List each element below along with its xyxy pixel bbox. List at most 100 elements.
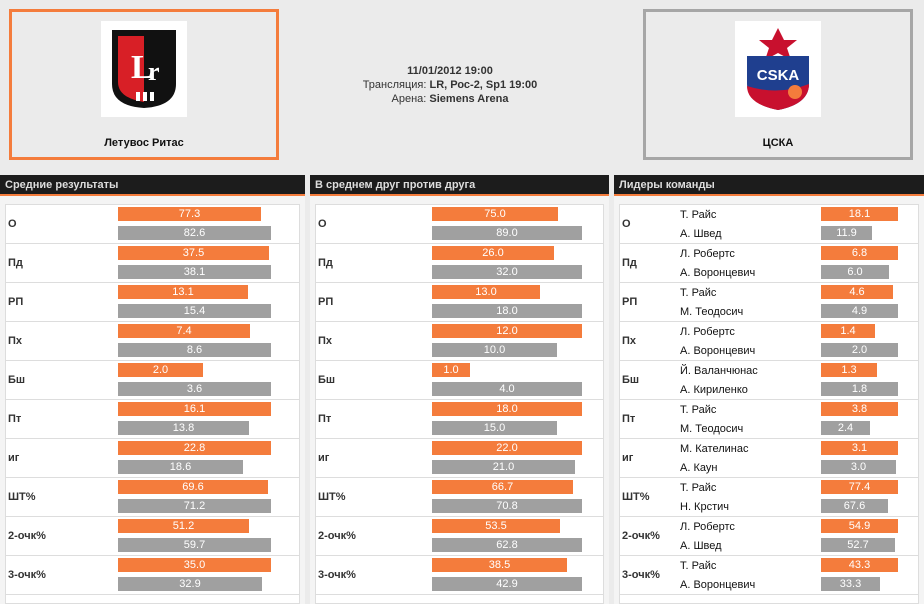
- arena-label: Арена:: [391, 93, 427, 105]
- stat-label: РП: [8, 296, 24, 308]
- stat-row: Бш 2.0 3.6: [6, 361, 299, 400]
- stat-label: 3-очк%: [318, 569, 356, 581]
- home-team-logo[interactable]: L r: [101, 21, 187, 117]
- away-leader-name[interactable]: М. Теодосич: [680, 306, 744, 318]
- stat-label: О: [318, 218, 327, 230]
- stat-row: 3-очк% 38.5 42.9: [316, 556, 603, 595]
- stat-row: Бш 1.0 4.0: [316, 361, 603, 400]
- home-value-bar: 22.8: [118, 441, 271, 455]
- average-results-header: Средние результаты: [0, 175, 305, 196]
- away-leader-bar: 67.6: [821, 499, 888, 513]
- stat-label: иг: [318, 452, 330, 464]
- leader-row: РП Т. Райс М. Теодосич 4.6 4.9: [620, 283, 918, 322]
- broadcast-label: Трансляция:: [362, 79, 427, 91]
- away-leader-name[interactable]: А. Швед: [680, 228, 722, 240]
- home-leader-name[interactable]: Т. Райс: [680, 482, 717, 494]
- stat-label: Пд: [622, 257, 637, 269]
- away-leader-bar: 6.0: [821, 265, 889, 279]
- home-leader-name[interactable]: Т. Райс: [680, 560, 717, 572]
- home-value-bar: 26.0: [432, 246, 554, 260]
- away-value-bar: 21.0: [432, 460, 575, 474]
- match-info: 11/01/2012 19:00 Трансляция: LR, Рос-2, …: [330, 64, 570, 106]
- svg-text:CSKA: CSKA: [757, 67, 800, 84]
- home-leader-name[interactable]: Л. Робертс: [680, 248, 735, 260]
- away-value-bar: 71.2: [118, 499, 271, 513]
- stat-row: иг 22.0 21.0: [316, 439, 603, 478]
- stat-label: 2-очк%: [318, 530, 356, 542]
- home-team-name[interactable]: Летувос Ритас: [104, 137, 184, 149]
- lietuvos-rytas-logo-icon: L r: [112, 30, 176, 108]
- away-leader-name[interactable]: А. Каун: [680, 462, 718, 474]
- home-leader-bar: 77.4: [821, 480, 898, 494]
- stat-label: Пт: [622, 413, 636, 425]
- home-leader-name[interactable]: Т. Райс: [680, 404, 717, 416]
- stat-row: Пх 12.0 10.0: [316, 322, 603, 361]
- home-value-bar: 66.7: [432, 480, 573, 494]
- away-leader-name[interactable]: А. Воронцевич: [680, 267, 756, 279]
- home-value-bar: 69.6: [118, 480, 268, 494]
- stat-label: Бш: [318, 374, 336, 386]
- stat-row: 2-очк% 51.2 59.7: [6, 517, 299, 556]
- home-leader-bar: 54.9: [821, 519, 898, 533]
- away-team-card[interactable]: CSKA ЦСКА: [643, 9, 913, 160]
- home-leader-bar: 4.6: [821, 285, 893, 299]
- leader-row: ШТ% Т. Райс Н. Крстич 77.4 67.6: [620, 478, 918, 517]
- away-leader-bar: 11.9: [821, 226, 872, 240]
- home-leader-name[interactable]: Л. Робертс: [680, 326, 735, 338]
- home-leader-name[interactable]: Т. Райс: [680, 209, 717, 221]
- away-leader-name[interactable]: А. Воронцевич: [680, 345, 756, 357]
- stat-row: 2-очк% 53.5 62.8: [316, 517, 603, 556]
- away-leader-bar: 2.4: [821, 421, 870, 435]
- stat-row: Пд 26.0 32.0: [316, 244, 603, 283]
- home-leader-name[interactable]: М. Кателинас: [680, 443, 749, 455]
- home-leader-bar: 18.1: [821, 207, 898, 221]
- home-value-bar: 22.0: [432, 441, 582, 455]
- stat-label: иг: [8, 452, 20, 464]
- home-leader-name[interactable]: Л. Робертс: [680, 521, 735, 533]
- average-results-panel: Средние результаты О 77.3 82.6 Пд 37.5 38.1 РП…: [0, 175, 305, 604]
- stat-label: ШТ%: [622, 491, 650, 503]
- leader-row: Пд Л. Робертс А. Воронцевич 6.8 6.0: [620, 244, 918, 283]
- home-value-bar: 51.2: [118, 519, 249, 533]
- away-value-bar: 15.0: [432, 421, 557, 435]
- away-leader-name[interactable]: А. Швед: [680, 540, 722, 552]
- svg-text:r: r: [148, 57, 160, 86]
- away-team-name[interactable]: ЦСКА: [762, 137, 794, 149]
- home-value-bar: 16.1: [118, 402, 271, 416]
- home-value-bar: 18.0: [432, 402, 582, 416]
- leader-row: Пт Т. Райс М. Теодосич 3.8 2.4: [620, 400, 918, 439]
- stat-label: Пх: [622, 335, 637, 347]
- away-leader-name[interactable]: Н. Крстич: [680, 501, 729, 513]
- stat-row: 3-очк% 35.0 32.9: [6, 556, 299, 595]
- stat-label: Пх: [318, 335, 333, 347]
- home-value-bar: 12.0: [432, 324, 582, 338]
- home-leader-name[interactable]: Т. Райс: [680, 287, 717, 299]
- away-value-bar: 62.8: [432, 538, 582, 552]
- stat-label: О: [622, 218, 631, 230]
- leader-row: 3-очк% Т. Райс А. Воронцевич 43.3 33.3: [620, 556, 918, 595]
- away-leader-name[interactable]: М. Теодосич: [680, 423, 744, 435]
- away-team-logo[interactable]: CSKA: [735, 21, 821, 117]
- away-leader-name[interactable]: А. Воронцевич: [680, 579, 756, 591]
- team-leaders-body: О Т. Райс А. Швед 18.1 11.9 Пд Л. Робертс А. Во…: [619, 204, 919, 604]
- home-leader-name[interactable]: Й. Валанчюнас: [680, 365, 758, 377]
- stat-label: 2-очк%: [8, 530, 46, 542]
- home-team-card[interactable]: L r Летувос Ритас: [9, 9, 279, 160]
- stat-row: Пх 7.4 8.6: [6, 322, 299, 361]
- stat-row: О 75.0 89.0: [316, 205, 603, 244]
- away-value-bar: 4.0: [432, 382, 582, 396]
- away-value-bar: 32.0: [432, 265, 582, 279]
- away-value-bar: 89.0: [432, 226, 582, 240]
- stat-label: О: [8, 218, 17, 230]
- stat-label: ШТ%: [318, 491, 346, 503]
- team-leaders-panel: Лидеры команды О Т. Райс А. Швед 18.1 11.9 Пд…: [614, 175, 924, 604]
- stat-label: иг: [622, 452, 634, 464]
- home-value-bar: 13.0: [432, 285, 540, 299]
- away-value-bar: 3.6: [118, 382, 271, 396]
- away-value-bar: 13.8: [118, 421, 249, 435]
- away-value-bar: 8.6: [118, 343, 271, 357]
- stat-label: 3-очк%: [8, 569, 46, 581]
- leader-row: О Т. Райс А. Швед 18.1 11.9: [620, 205, 918, 244]
- stat-label: Пт: [8, 413, 22, 425]
- away-leader-name[interactable]: А. Кириленко: [680, 384, 748, 396]
